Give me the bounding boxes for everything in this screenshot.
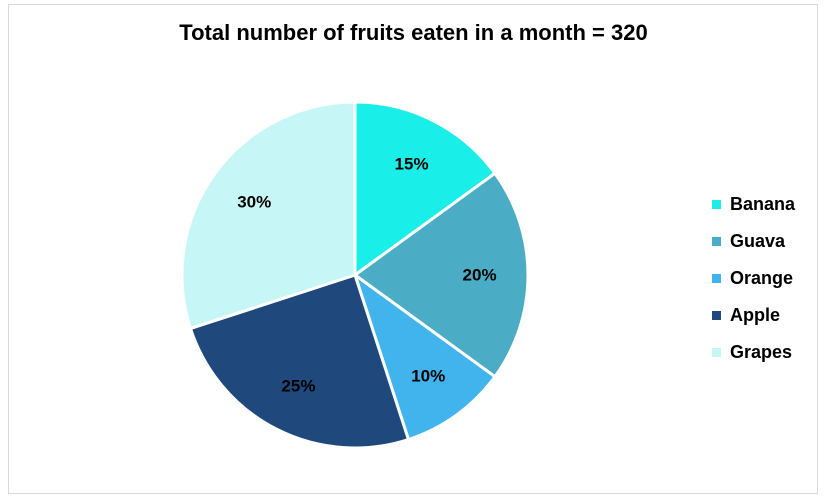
data-label-banana: 15% (395, 155, 429, 174)
legend-item-orange: Orange (712, 260, 795, 297)
pie-slice-guava (352, 171, 530, 379)
legend: Banana Guava Orange Apple Grapes (712, 186, 795, 371)
legend-swatch (712, 200, 721, 209)
chart-title: Total number of fruits eaten in a month … (179, 20, 648, 45)
data-label-apple: 25% (281, 376, 315, 395)
legend-item-grapes: Grapes (712, 334, 795, 371)
legend-swatch (712, 237, 721, 246)
legend-item-guava: Guava (712, 223, 795, 260)
data-label-guava: 20% (463, 266, 497, 285)
legend-label: Banana (730, 194, 796, 214)
legend-swatch (712, 311, 721, 320)
legend-item-banana: Banana (712, 186, 795, 223)
legend-swatch (712, 348, 721, 357)
legend-label: Orange (730, 268, 794, 288)
data-label-orange: 10% (411, 366, 445, 385)
legend-swatch (712, 274, 721, 283)
legend-label: Apple (730, 305, 781, 325)
data-label-grapes: 30% (237, 192, 271, 211)
pie-slice-grapes (180, 100, 357, 331)
pie-slice-banana (353, 100, 498, 278)
pie-slice-orange (352, 271, 498, 442)
legend-label: Grapes (730, 342, 793, 362)
legend-item-apple: Apple (712, 297, 795, 334)
pie-slice-apple (188, 273, 411, 450)
legend-label: Guava (730, 231, 786, 251)
